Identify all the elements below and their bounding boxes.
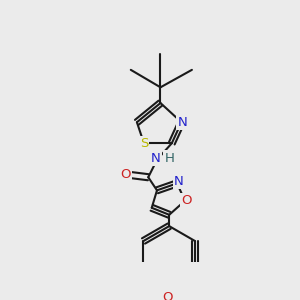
Text: O: O (120, 168, 131, 181)
Text: H: H (164, 152, 174, 164)
Text: N: N (177, 116, 187, 129)
Text: S: S (140, 137, 148, 150)
Text: O: O (162, 291, 173, 300)
Text: N: N (174, 175, 184, 188)
Text: N: N (151, 152, 161, 165)
Text: O: O (182, 194, 192, 207)
